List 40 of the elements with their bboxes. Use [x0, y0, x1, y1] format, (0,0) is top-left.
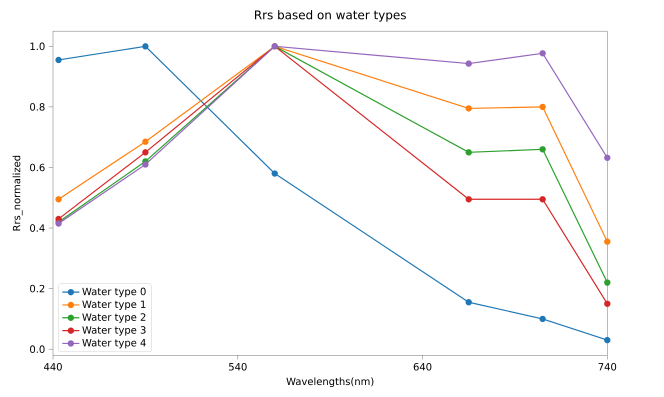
- x-tick-label: 440: [44, 363, 62, 371]
- point: [539, 50, 546, 57]
- point: [604, 154, 610, 161]
- point: [142, 138, 149, 145]
- point: [604, 279, 610, 286]
- legend-label: Water type 4: [82, 339, 146, 348]
- legend-label: Water type 0: [82, 288, 146, 298]
- y-tick-label: 0.4: [30, 224, 45, 232]
- y-tick-label: 0.2: [30, 284, 44, 292]
- point: [272, 170, 278, 177]
- point: [55, 196, 62, 202]
- y-axis-title: Rrs_normalized: [12, 156, 23, 231]
- x-tick-label: 540: [229, 363, 247, 371]
- y-tick-label: 0.6: [30, 164, 45, 172]
- legend-label: Water type 1: [82, 300, 146, 310]
- point: [466, 149, 472, 156]
- point: [539, 104, 546, 110]
- point: [604, 300, 610, 307]
- point: [539, 146, 546, 153]
- x-tick-label: 640: [414, 363, 432, 371]
- chart-title: Rrs based on water types: [255, 10, 406, 22]
- point: [142, 43, 149, 50]
- x-tick-label: 740: [598, 363, 616, 371]
- legend-label: Water type 2: [82, 313, 146, 323]
- y-tick-label: 1.0: [30, 42, 45, 50]
- point: [466, 105, 472, 112]
- point: [604, 238, 610, 245]
- point: [604, 336, 610, 344]
- legend-label: Water type 3: [82, 326, 146, 336]
- point: [539, 316, 546, 322]
- point: [539, 196, 546, 202]
- point: [142, 161, 149, 168]
- point: [142, 149, 149, 156]
- y-tick-label: 0.0: [30, 345, 45, 353]
- point: [466, 196, 472, 202]
- point: [466, 60, 472, 67]
- x-axis-title: Wavelengths(nm): [286, 377, 374, 388]
- point: [55, 56, 62, 64]
- y-tick-label: 0.8: [30, 103, 45, 111]
- point: [466, 299, 472, 306]
